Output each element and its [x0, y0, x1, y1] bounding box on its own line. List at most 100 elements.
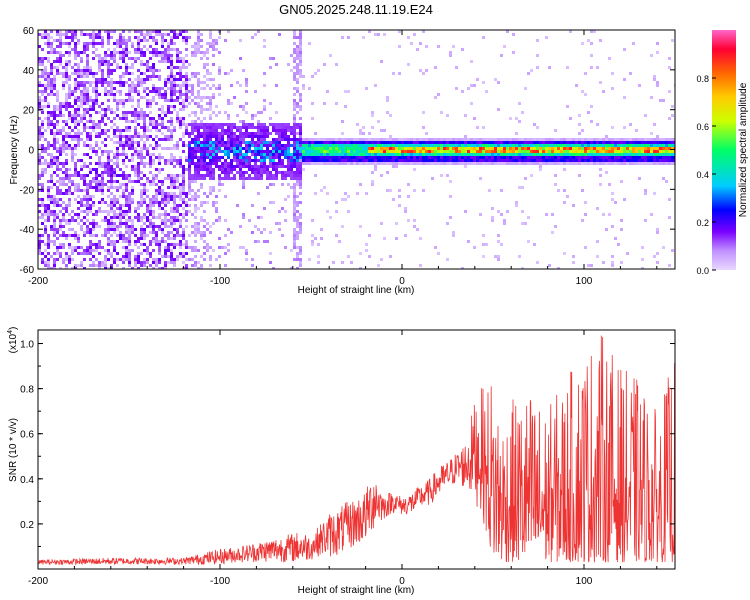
heatmap-cell — [176, 117, 179, 120]
heatmap-cell — [266, 135, 269, 138]
heatmap-cell — [599, 39, 602, 42]
heatmap-cell — [83, 174, 86, 177]
heatmap-cell — [110, 87, 113, 90]
heatmap-cell — [188, 102, 191, 105]
heatmap-cell — [362, 126, 365, 129]
heatmap-cell — [461, 138, 464, 141]
heatmap-cell — [518, 153, 521, 156]
heatmap-cell — [74, 48, 77, 51]
heatmap-cell — [452, 234, 455, 237]
heatmap-cell — [221, 162, 224, 165]
heatmap-cell — [434, 150, 437, 153]
heatmap-cell — [623, 150, 626, 153]
heatmap-cell — [152, 225, 155, 228]
heatmap-cell — [44, 84, 47, 87]
heatmap-cell — [539, 168, 542, 171]
heatmap-cell — [368, 162, 371, 165]
heatmap-cell — [113, 48, 116, 51]
heatmap-cell — [293, 201, 296, 204]
heatmap-cell — [368, 132, 371, 135]
heatmap-cell — [569, 141, 572, 144]
heatmap-cell — [656, 147, 659, 150]
heatmap-cell — [338, 159, 341, 162]
heatmap-cell — [125, 153, 128, 156]
heatmap-cell — [44, 57, 47, 60]
heatmap-cell — [101, 72, 104, 75]
heatmap-cell — [626, 141, 629, 144]
heatmap-cell — [140, 60, 143, 63]
heatmap-cell — [83, 90, 86, 93]
heatmap-cell — [446, 162, 449, 165]
heatmap-cell — [575, 150, 578, 153]
heatmap-cell — [164, 252, 167, 255]
heatmap-cell — [470, 102, 473, 105]
heatmap-cell — [212, 135, 215, 138]
heatmap-cell — [656, 156, 659, 159]
heatmap-cell — [122, 261, 125, 264]
heatmap-cell — [140, 198, 143, 201]
heatmap-cell — [569, 117, 572, 120]
heatmap-cell — [413, 162, 416, 165]
heatmap-cell — [293, 159, 296, 162]
heatmap-cell — [152, 72, 155, 75]
heatmap-cell — [128, 66, 131, 69]
heatmap-cell — [74, 117, 77, 120]
heatmap-cell — [89, 249, 92, 252]
heatmap-cell — [128, 198, 131, 201]
heatmap-cell — [65, 42, 68, 45]
heatmap-cell — [143, 96, 146, 99]
heatmap-cell — [65, 153, 68, 156]
heatmap-cell — [371, 111, 374, 114]
x-tick-label: 0 — [399, 276, 405, 287]
heatmap-cell — [563, 252, 566, 255]
heatmap-cell — [83, 33, 86, 36]
heatmap-cell — [293, 195, 296, 198]
heatmap-cell — [422, 189, 425, 192]
heatmap-cell — [194, 171, 197, 174]
heatmap-cell — [167, 255, 170, 258]
heatmap-cell — [41, 156, 44, 159]
heatmap-cell — [242, 213, 245, 216]
heatmap-cell — [116, 51, 119, 54]
heatmap-cell — [41, 99, 44, 102]
heatmap-cell — [191, 246, 194, 249]
heatmap-cell — [281, 165, 284, 168]
heatmap-cell — [107, 237, 110, 240]
heatmap-cell — [209, 132, 212, 135]
heatmap-cell — [116, 228, 119, 231]
heatmap-cell — [125, 231, 128, 234]
heatmap-cell — [131, 159, 134, 162]
heatmap-cell — [197, 261, 200, 264]
heatmap-cell — [218, 135, 221, 138]
heatmap-cell — [215, 258, 218, 261]
heatmap-cell — [500, 213, 503, 216]
heatmap-cell — [62, 120, 65, 123]
heatmap-cell — [503, 222, 506, 225]
heatmap-cell — [278, 222, 281, 225]
heatmap-cell — [41, 72, 44, 75]
heatmap-cell — [512, 144, 515, 147]
heatmap-cell — [479, 141, 482, 144]
heatmap-cell — [89, 240, 92, 243]
heatmap-cell — [125, 213, 128, 216]
heatmap-cell — [83, 129, 86, 132]
heatmap-cell — [146, 216, 149, 219]
heatmap-cell — [233, 144, 236, 147]
heatmap-cell — [263, 171, 266, 174]
colorbar-tick-label: 0.8 — [696, 74, 709, 84]
heatmap-cell — [413, 189, 416, 192]
heatmap-cell — [101, 84, 104, 87]
heatmap-cell — [95, 258, 98, 261]
heatmap-cell — [140, 177, 143, 180]
heatmap-cell — [44, 147, 47, 150]
heatmap-cell — [95, 186, 98, 189]
heatmap-cell — [554, 153, 557, 156]
heatmap-cell — [269, 123, 272, 126]
heatmap-cell — [164, 51, 167, 54]
heatmap-cell — [191, 84, 194, 87]
heatmap-cell — [182, 234, 185, 237]
heatmap-cell — [80, 51, 83, 54]
heatmap-cell — [197, 174, 200, 177]
heatmap-cell — [530, 150, 533, 153]
